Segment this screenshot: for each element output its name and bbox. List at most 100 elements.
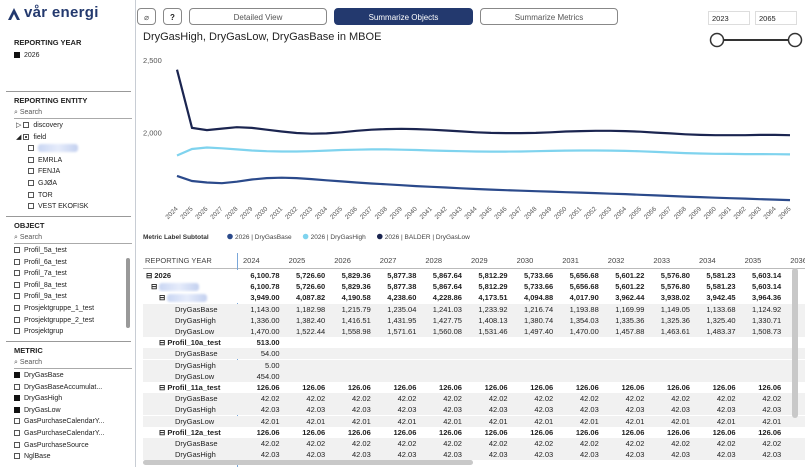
scrollbar[interactable] (126, 258, 130, 328)
table-row (143, 393, 805, 405)
x-tick-label: 2061 (718, 205, 733, 220)
checkbox (14, 372, 20, 378)
table-cell: 126.06 (530, 427, 554, 437)
table-cell: 5.00 (264, 360, 280, 370)
list-item[interactable]: VEST EKOFISK (28, 201, 88, 212)
list-item[interactable]: GasPurchaseSource (14, 440, 89, 451)
checkbox (14, 316, 20, 323)
legend-marker (302, 233, 309, 240)
table-cell: 126.06 (256, 383, 280, 392)
year-to[interactable]: 2065 (755, 11, 797, 25)
table-cell: 4,173.51 (478, 293, 508, 303)
table-cell: 5,877.38 (387, 271, 417, 280)
help-button[interactable]: ? (163, 8, 182, 25)
search-placeholder: Search (19, 359, 43, 366)
row-label-text: 2026 (154, 271, 172, 280)
table-cell: 4,190.58 (341, 293, 371, 303)
list-item[interactable]: ◢ field (16, 132, 46, 143)
list-item[interactable]: Prosjektgrup (14, 326, 63, 337)
list-item[interactable]: GJØA (28, 178, 57, 189)
table-cell: 1,470.00 (250, 327, 280, 336)
table-cell: 126.06 (484, 427, 508, 437)
list-item[interactable]: FENJA (28, 166, 60, 177)
x-tick-label: 2063 (748, 205, 763, 220)
list-item[interactable]: Profil_9a_test (14, 291, 67, 302)
list-item[interactable]: NglBase (14, 451, 50, 462)
chart-title: DryGasHigh, DryGasLow, DryGasBase in MBO… (143, 31, 381, 43)
section-title: REPORTING YEAR (14, 38, 82, 47)
table-cell: 1,558.98 (341, 327, 371, 336)
checkbox (14, 270, 20, 277)
list-item[interactable]: DryGasBase (14, 370, 64, 381)
section-title: REPORTING ENTITY (14, 96, 88, 105)
item-label: Prosjektgruppe_2_test (24, 316, 95, 324)
table-cell: 5,601.22 (615, 282, 645, 292)
table-cell: 42.01 (260, 416, 280, 426)
view-button[interactable]: Summarize Metrics (480, 8, 618, 25)
table-cell: 42.03 (716, 450, 736, 460)
list-item[interactable]: GasPurchaseCalendarY... (14, 428, 104, 439)
series-line (176, 174, 791, 202)
checkbox (14, 247, 20, 253)
scrollbar[interactable] (143, 460, 473, 465)
x-tick-label: 2031 (269, 205, 284, 220)
table-cell: 42.03 (762, 450, 782, 460)
list-item[interactable] (28, 143, 78, 154)
checkbox (14, 383, 20, 390)
x-tick-label: 2025 (179, 205, 194, 220)
search-box[interactable]: ⌕ Search (14, 358, 132, 369)
checkbox (28, 145, 34, 152)
table-cell: 42.03 (534, 450, 554, 460)
list-item[interactable]: Profil_6a_test (14, 257, 67, 268)
x-tick-label: 2045 (478, 205, 493, 220)
table-cell: 1,380.74 (523, 315, 554, 325)
list-item[interactable]: DryGasBaseAccumulat... (14, 382, 102, 393)
year-slider[interactable] (706, 30, 805, 50)
checkbox (28, 156, 34, 163)
list-item[interactable]: ▷ discovery (16, 120, 63, 131)
list-item[interactable]: DryGasHigh (14, 393, 62, 404)
x-tick-label: 2039 (389, 205, 404, 220)
table-cell: 1,463.61 (660, 327, 690, 336)
list-item[interactable]: 2026 (14, 50, 40, 61)
list-item[interactable]: Profil_8a_test (14, 280, 67, 291)
table-cell: 5,576.80 (660, 282, 690, 292)
table-cell: 126.06 (712, 427, 736, 437)
row-label-text: Profil_11a_test (167, 383, 221, 392)
table-cell: 42.02 (762, 394, 782, 404)
list-item[interactable]: Profil_5a_test (14, 245, 67, 256)
column-header: 2032 (607, 256, 625, 265)
table-cell: 126.06 (712, 383, 736, 392)
table-cell: 42.02 (716, 394, 736, 404)
table-cell: 1,215.79 (341, 304, 371, 314)
scrollbar[interactable] (792, 268, 798, 418)
search-box[interactable]: ⌕ Search (14, 108, 132, 119)
x-tick-label: 2030 (254, 205, 269, 220)
search-box[interactable]: ⌕ Search (14, 233, 132, 244)
icon-button[interactable]: ⌀ (137, 8, 156, 25)
table-cell: 42.02 (580, 394, 599, 404)
checkbox (14, 293, 20, 300)
item-label: Profil_6a_test (24, 258, 67, 266)
item-label: Profil_8a_test (24, 281, 67, 289)
table-cell: 1,149.05 (660, 304, 690, 314)
list-item[interactable]: Profil_7a_test (14, 268, 67, 279)
list-item[interactable]: EMRLA (28, 155, 62, 166)
redacted (159, 283, 200, 292)
table-cell: 42.0 (784, 438, 805, 449)
year-from[interactable]: 2023 (708, 11, 750, 25)
list-item[interactable]: TOR (28, 190, 53, 201)
divider (6, 216, 131, 217)
list-item[interactable]: Prosjektgruppe_2_test (14, 315, 94, 326)
view-button[interactable]: Summarize Objects (334, 8, 473, 25)
x-tick-label: 2058 (673, 205, 688, 220)
list-item[interactable]: GasPurchaseCalendarY... (14, 416, 104, 427)
list-item[interactable]: DryGasLow (14, 405, 61, 416)
table-cell: 42.02 (397, 439, 417, 448)
view-button[interactable]: Detailed View (189, 8, 327, 25)
list-item[interactable]: Prosjektgruppe_1_test (14, 303, 94, 314)
divider (6, 91, 131, 92)
x-tick-label: 2042 (434, 205, 449, 220)
column-header: 2026 (334, 256, 351, 265)
table-cell: 42.01 (306, 416, 326, 426)
